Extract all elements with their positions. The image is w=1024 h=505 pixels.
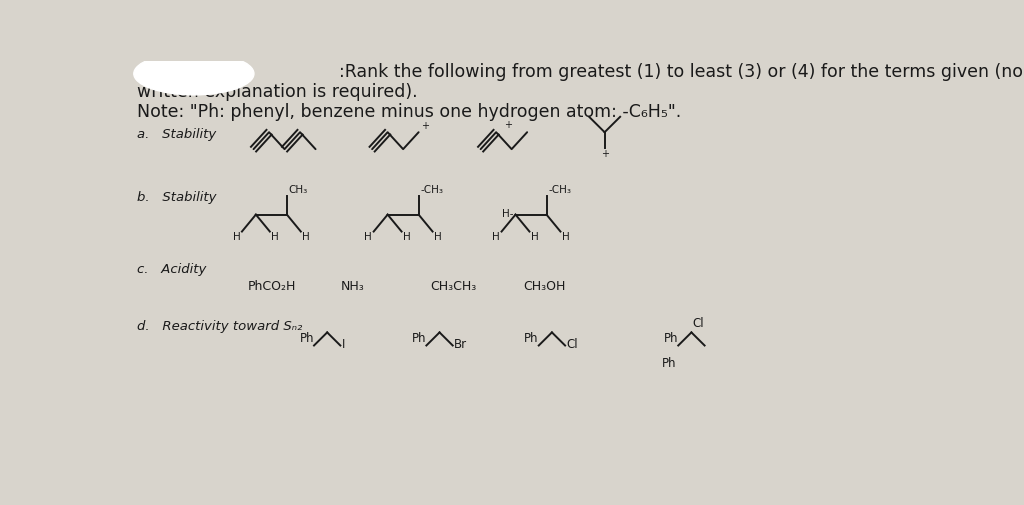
Text: Cl: Cl — [692, 317, 703, 330]
Text: Ph: Ph — [412, 332, 426, 345]
Text: PhCO₂H: PhCO₂H — [248, 280, 297, 293]
Text: H: H — [365, 232, 372, 242]
Text: H-: H- — [502, 209, 513, 219]
Text: Ph: Ph — [524, 332, 539, 345]
Text: Ph: Ph — [663, 357, 677, 370]
Text: b.   Stability: b. Stability — [137, 191, 217, 205]
Text: -CH₃: -CH₃ — [420, 185, 443, 195]
Text: c.   Acidity: c. Acidity — [137, 263, 207, 276]
Text: +: + — [504, 120, 512, 130]
Ellipse shape — [134, 53, 254, 95]
Text: H: H — [302, 232, 310, 242]
Text: CH₃OH: CH₃OH — [523, 280, 565, 293]
Text: H: H — [271, 232, 280, 242]
Text: a.   Stability: a. Stability — [137, 128, 216, 140]
Text: Br: Br — [455, 338, 467, 351]
Text: Ph: Ph — [664, 332, 678, 345]
Text: H: H — [434, 232, 442, 242]
Text: Cl: Cl — [566, 338, 579, 351]
Text: Note: "Ph: phenyl, benzene minus one hydrogen atom: -C₆H₅".: Note: "Ph: phenyl, benzene minus one hyd… — [137, 103, 682, 121]
Text: CH₃: CH₃ — [289, 185, 307, 195]
Text: H: H — [493, 232, 500, 242]
Text: d.   Reactivity toward Sₙ₂: d. Reactivity toward Sₙ₂ — [137, 320, 303, 333]
Text: +: + — [421, 121, 429, 131]
Text: -CH₃: -CH₃ — [548, 185, 571, 195]
Text: Ph: Ph — [299, 332, 314, 345]
Text: :Rank the following from greatest (1) to least (3) or (4) for the terms given (n: :Rank the following from greatest (1) to… — [339, 63, 1023, 81]
Text: H: H — [562, 232, 569, 242]
Text: I: I — [342, 338, 345, 351]
Text: H: H — [531, 232, 539, 242]
Text: CH₃CH₃: CH₃CH₃ — [430, 280, 476, 293]
Text: written explanation is required).: written explanation is required). — [137, 83, 418, 101]
Text: H: H — [232, 232, 241, 242]
Text: NH₃: NH₃ — [341, 280, 365, 293]
Text: +: + — [601, 149, 608, 159]
Text: H: H — [403, 232, 411, 242]
